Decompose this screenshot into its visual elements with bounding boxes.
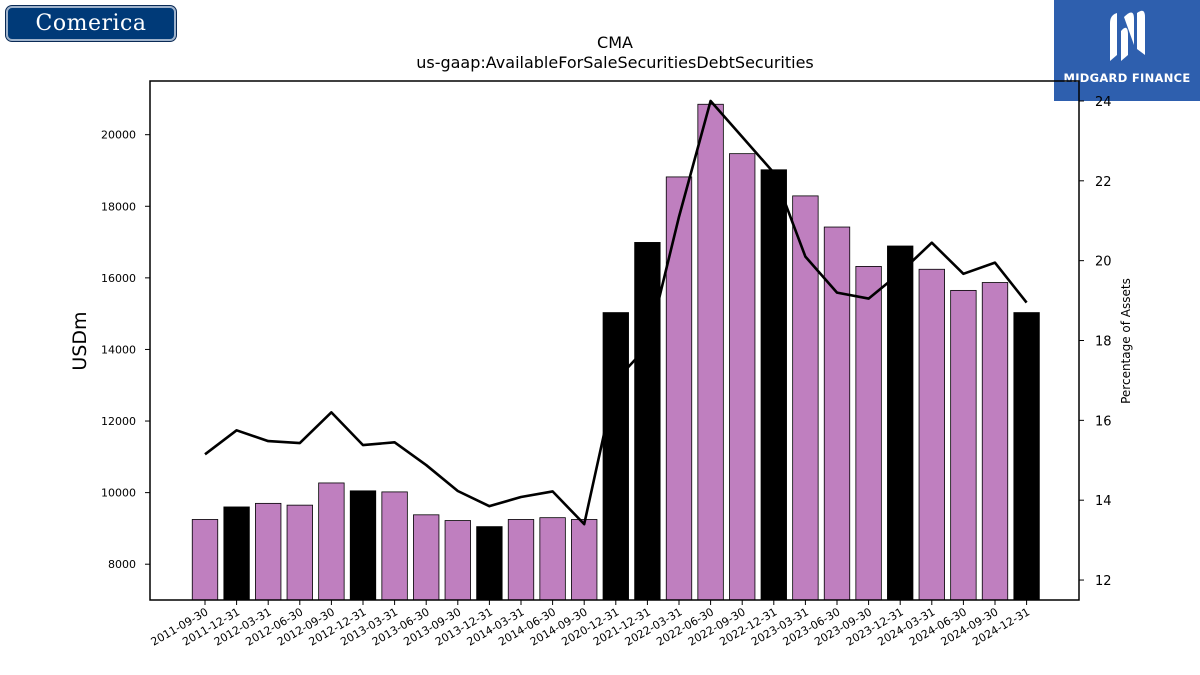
bar-2021-12-31 (634, 242, 661, 601)
y2-tick-label: 22 (1095, 175, 1112, 190)
percentage-of-assets-line (204, 99, 1028, 526)
bar-2014-06-30 (539, 517, 566, 601)
y-tick-label: 16000 (101, 272, 136, 285)
bar-2023-06-30 (823, 226, 851, 601)
y-tick-label: 20000 (101, 129, 136, 142)
y2-tick-label: 18 (1095, 335, 1112, 350)
bar-2012-09-30 (318, 482, 345, 601)
bar-2020-12-31 (602, 312, 629, 601)
bar-2013-06-30 (413, 514, 440, 601)
comerica-logo-text: Comerica (35, 11, 147, 36)
y2-tick-label: 14 (1095, 494, 1112, 509)
bar-2024-03-31 (918, 268, 945, 601)
bar-2022-12-31 (760, 169, 787, 601)
bar-2013-12-31 (476, 526, 503, 601)
bar-2024-09-30 (981, 282, 1009, 601)
bar-2024-06-30 (950, 289, 977, 601)
bar-2022-09-30 (729, 153, 756, 601)
y-tick-label: 18000 (101, 200, 136, 213)
y-tick-label: 8000 (108, 558, 136, 571)
bar-2011-09-30 (191, 519, 219, 601)
bar-2023-09-30 (855, 266, 882, 601)
bar-2012-03-31 (255, 502, 282, 601)
bar-2014-09-30 (571, 519, 598, 601)
y2-tick-label: 20 (1095, 255, 1112, 270)
bar-2022-03-31 (665, 176, 693, 601)
bar-2022-06-30 (697, 103, 724, 601)
bar-2013-03-31 (381, 491, 408, 601)
bar-2024-12-31 (1013, 312, 1040, 601)
bar-2023-12-31 (887, 245, 914, 601)
y2-tick-label: 24 (1095, 95, 1112, 110)
bar-2012-06-30 (286, 504, 313, 601)
midgard-emblem-icon (1110, 10, 1145, 61)
bar-2012-12-31 (349, 490, 377, 601)
bar-2014-03-31 (507, 519, 535, 601)
y2-tick-label: 16 (1095, 414, 1112, 429)
y-axis-label: USDm (69, 311, 91, 370)
comerica-logo: Comerica (6, 6, 176, 41)
chart-subtitle: us-gaap:AvailableForSaleSecuritiesDebtSe… (416, 53, 814, 72)
y2-tick-label: 12 (1095, 574, 1112, 589)
midgard-logo-text: MIDGARD FINANCE (1063, 71, 1191, 85)
bar-2011-12-31 (223, 506, 250, 601)
bar-2023-03-31 (792, 195, 819, 601)
y-tick-label: 14000 (101, 343, 136, 356)
chart-title: CMA (597, 33, 633, 52)
y-tick-label: 10000 (101, 487, 136, 500)
bar-2013-09-30 (444, 520, 471, 601)
y2-axis-label: Percentage of Assets (1119, 278, 1133, 404)
midgard-finance-logo: MIDGARD FINANCE (1054, 0, 1200, 101)
y-tick-label: 12000 (101, 415, 136, 428)
